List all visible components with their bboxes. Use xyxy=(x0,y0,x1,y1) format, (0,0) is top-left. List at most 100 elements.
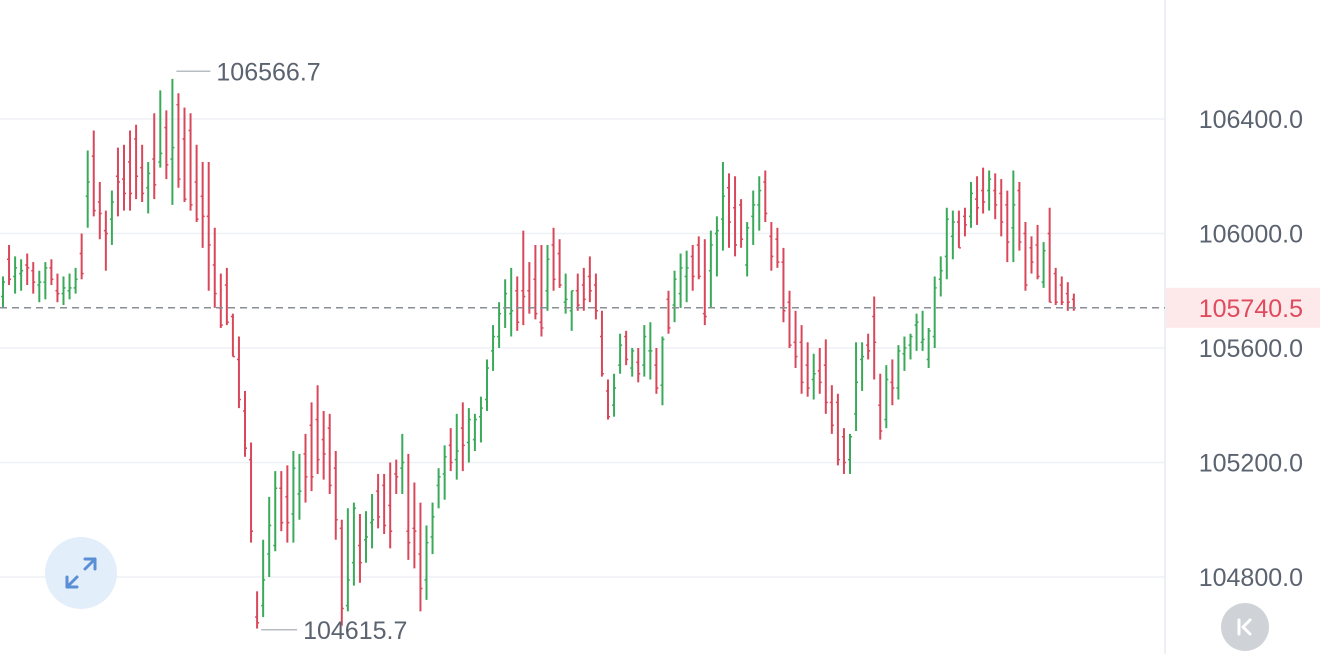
ohlc-bar xyxy=(926,327,931,369)
ohlc-bar xyxy=(400,433,405,494)
ohlc-bar xyxy=(817,348,822,394)
ohlc-bar xyxy=(321,410,326,480)
ohlc-bar xyxy=(648,322,653,380)
ohlc-bar xyxy=(521,230,526,326)
ohlc-bar xyxy=(103,210,108,271)
ohlc-bar xyxy=(31,262,36,294)
ohlc-bar xyxy=(823,339,828,414)
ohlc-bar xyxy=(702,239,707,326)
ohlc-bar xyxy=(624,330,629,366)
ohlc-bar xyxy=(636,348,641,383)
ohlc-bar xyxy=(841,428,846,474)
ohlc-bar xyxy=(19,259,24,291)
ohlc-bar xyxy=(55,273,60,303)
ohlc-bar xyxy=(466,408,471,463)
ohlc-bar xyxy=(279,471,284,532)
ohlc-bar xyxy=(351,502,356,586)
ohlc-bar xyxy=(503,279,508,328)
expand-button[interactable] xyxy=(45,537,117,609)
ohlc-bar xyxy=(345,508,350,612)
ohlc-bar xyxy=(364,511,368,563)
ohlc-bar xyxy=(13,256,18,294)
ohlc-bar xyxy=(472,413,477,452)
ohlc-bar xyxy=(539,244,544,337)
ohlc-bar xyxy=(333,451,338,540)
ohlc-bar xyxy=(448,428,453,472)
ohlc-bar xyxy=(956,210,961,249)
low-marker-label: 104615.7 xyxy=(303,617,407,645)
current-price-label: 105740.5 xyxy=(1199,295,1303,323)
ohlc-bar xyxy=(563,273,568,314)
ohlc-bar xyxy=(932,276,937,348)
ohlc-bar xyxy=(793,310,798,369)
expand-arrows-icon xyxy=(65,557,97,589)
ohlc-bar xyxy=(993,173,998,220)
ohlc-bar xyxy=(140,144,145,203)
current-price-tag xyxy=(1166,287,1320,328)
ohlc-bar xyxy=(678,253,683,308)
ohlc-bar xyxy=(575,273,580,311)
ohlc-bar xyxy=(557,239,562,288)
ohlc-bar xyxy=(134,124,139,200)
ohlc-bar xyxy=(757,176,762,231)
ohlc-bar xyxy=(1065,282,1070,311)
ohlc-bar xyxy=(1035,224,1040,280)
y-tick-label: 106400.0 xyxy=(1199,106,1303,134)
ohlc-bar xyxy=(115,147,120,217)
ohlc-bar xyxy=(969,181,973,228)
ohlc-bar xyxy=(497,302,502,348)
ohlc-bar xyxy=(872,296,877,380)
ohlc-bar xyxy=(194,144,199,223)
ohlc-bar xyxy=(805,342,810,397)
ohlc-bar xyxy=(714,216,719,277)
ohlc-bar xyxy=(618,333,623,374)
ohlc-bar xyxy=(460,402,465,472)
ohlc-bar xyxy=(769,222,774,271)
ohlc-bar xyxy=(811,353,816,400)
ohlc-bar xyxy=(727,173,731,248)
ohlc-bar xyxy=(418,502,423,612)
ohlc-bar xyxy=(273,471,278,552)
ohlc-bar xyxy=(799,325,804,394)
ohlc-bar xyxy=(206,161,211,291)
ohlc-bar xyxy=(733,176,738,257)
ohlc-bar xyxy=(835,393,840,466)
ohlc-bar xyxy=(690,244,695,291)
ohlc-bar xyxy=(85,150,90,228)
ohlc-bar xyxy=(533,244,538,320)
ohlc-bar xyxy=(170,78,175,205)
ohlc-bar xyxy=(739,199,744,248)
ohlc-bar xyxy=(285,465,290,543)
ohlc-bar xyxy=(430,502,435,555)
ohlc-bar xyxy=(236,336,241,409)
ohlc-bar xyxy=(866,333,871,360)
ohlc-bar xyxy=(1053,267,1058,306)
ohlc-bar xyxy=(376,473,381,529)
ohlc-bar xyxy=(920,310,925,351)
ohlc-bar xyxy=(660,336,665,406)
ohlc-bar xyxy=(454,413,459,480)
ohlc-bar xyxy=(25,253,30,286)
ohlc-bar xyxy=(848,433,852,474)
ohlc-bar xyxy=(987,170,992,211)
ohlc-bar xyxy=(1041,242,1046,288)
y-axis-ticks: 106400.0 106000.0 105600.0 105200.0 104800.0 xyxy=(1199,106,1303,592)
ohlc-bar xyxy=(1059,276,1064,306)
ohlc-bar xyxy=(787,290,792,348)
ohlc-bar xyxy=(908,333,913,360)
ohlc-bar xyxy=(854,342,859,432)
ohlc-bar xyxy=(829,385,834,434)
ohlc-bar xyxy=(61,276,66,306)
ohlc-bar xyxy=(587,256,592,303)
ohlc-bar xyxy=(1047,207,1052,303)
ohlc-bar xyxy=(569,290,574,331)
ohlc-bar xyxy=(515,276,520,331)
ohlc-bar xyxy=(751,190,756,245)
ohlc-bar xyxy=(7,244,12,286)
scroll-to-latest-button[interactable] xyxy=(1221,603,1269,651)
ohlc-bar xyxy=(1029,236,1034,274)
y-tick-label: 104800.0 xyxy=(1199,564,1303,592)
ohlc-bar xyxy=(79,233,84,280)
ohlc-bar xyxy=(182,107,187,203)
